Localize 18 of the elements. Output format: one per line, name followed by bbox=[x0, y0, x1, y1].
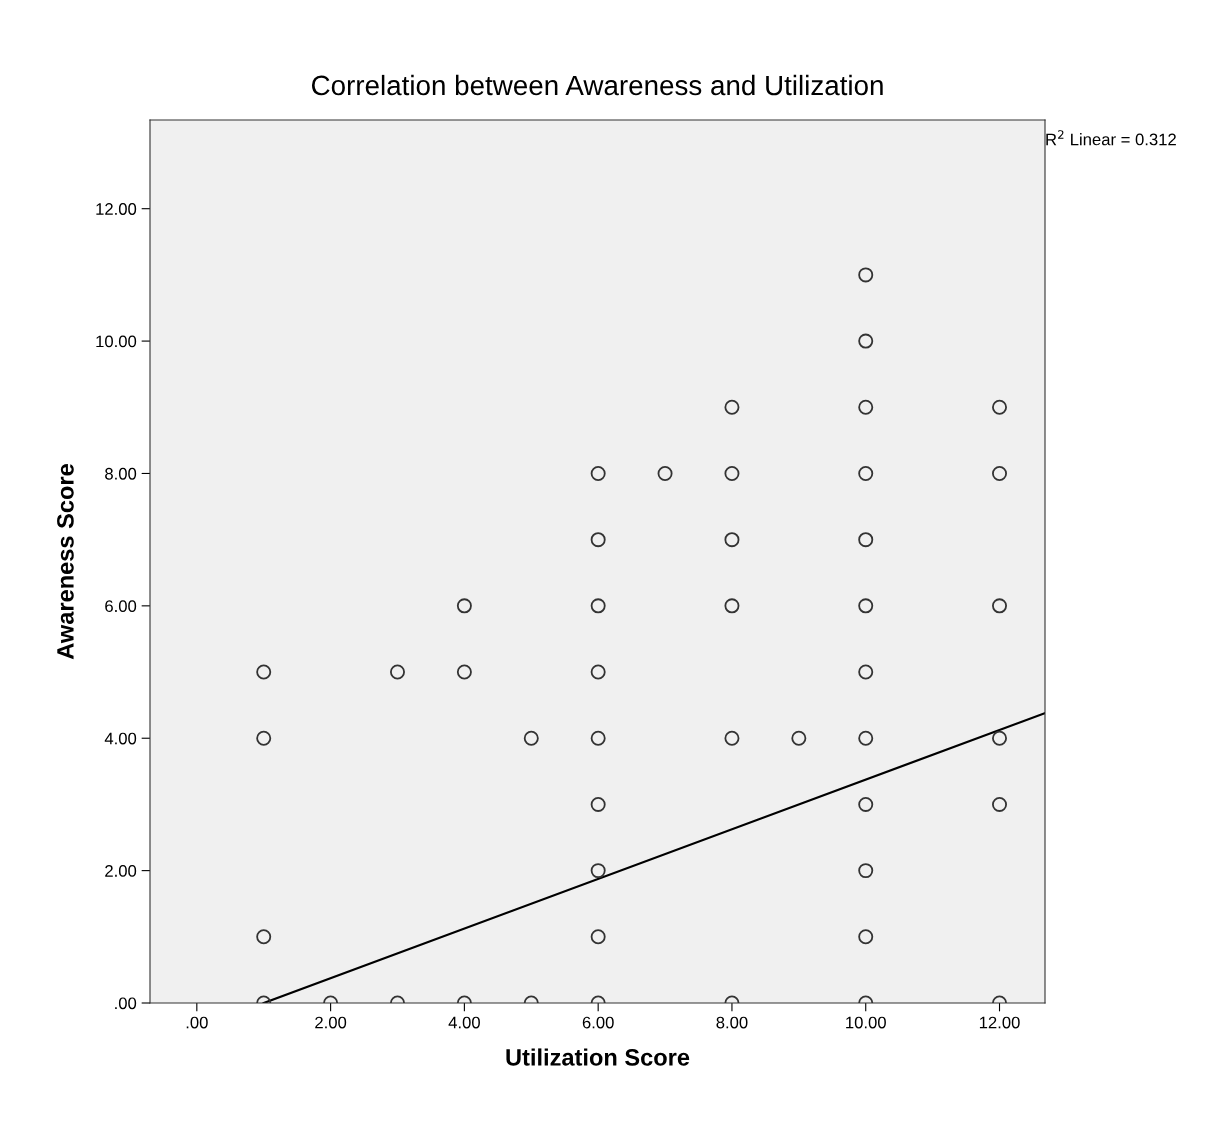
y-tick-label: 12.00 bbox=[96, 203, 137, 215]
y-tick-label: 6.00 bbox=[105, 600, 137, 613]
text: R$^{2}$ Linear = 0.312 bbox=[1046, 130, 1176, 146]
y-tick-label: .00 bbox=[115, 997, 137, 1010]
y-axis-title: Awareness Score bbox=[57, 464, 74, 660]
chart-title: Correlation between Awareness and Utilization bbox=[311, 74, 883, 96]
y-tick-label: 2.00 bbox=[105, 865, 137, 877]
x-tick-label: 10.00 bbox=[846, 1016, 886, 1029]
x-axis-title: Utilization Score bbox=[506, 1048, 690, 1066]
x-tick-label: 4.00 bbox=[448, 1016, 480, 1029]
y-tick-label: 4.00 bbox=[104, 732, 137, 745]
x-tick-label: 12.00 bbox=[979, 1016, 1020, 1029]
y-tick-label: 8.00 bbox=[105, 467, 137, 480]
y-tick-label: 10.00 bbox=[96, 335, 137, 348]
x-tick-label: 6.00 bbox=[582, 1016, 614, 1029]
x-tick-label: 2.00 bbox=[315, 1016, 347, 1029]
x-tick-label: 8.00 bbox=[716, 1016, 748, 1029]
x-tick-label: .00 bbox=[186, 1016, 208, 1029]
